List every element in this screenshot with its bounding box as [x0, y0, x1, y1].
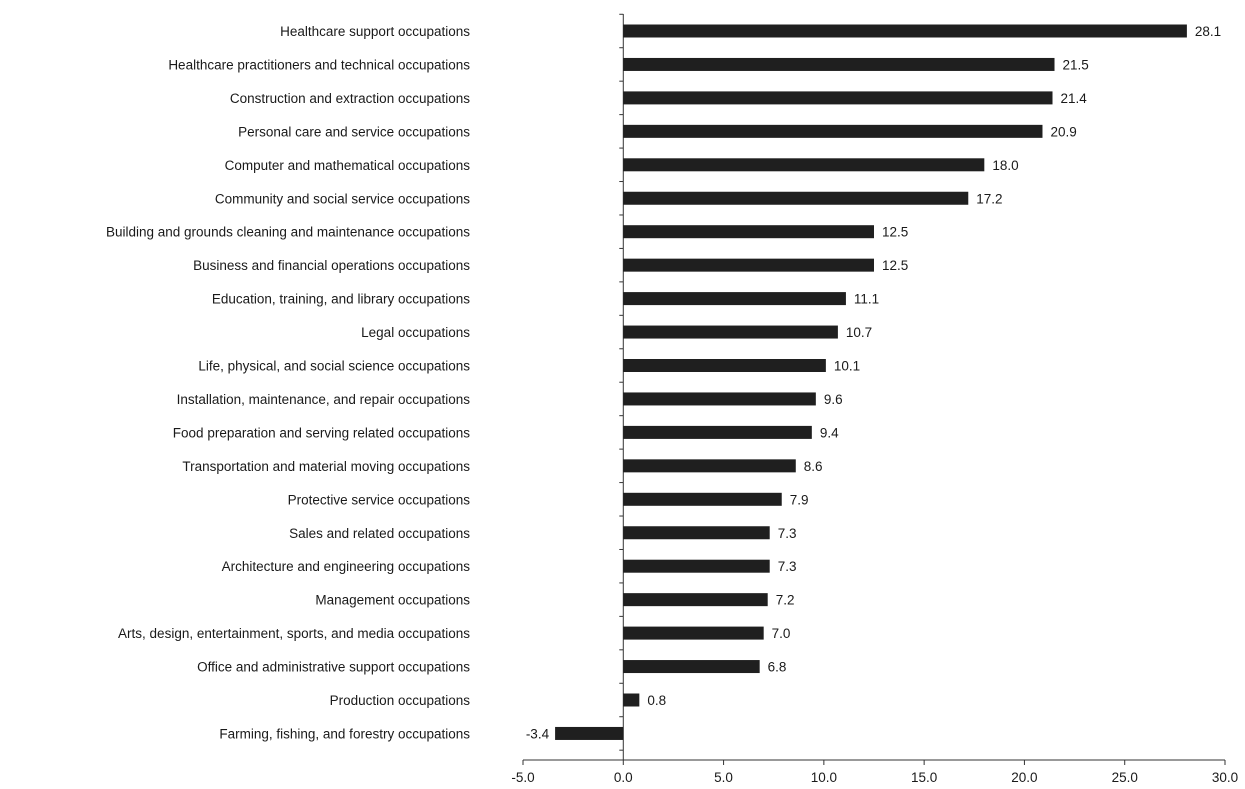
bar [623, 325, 838, 339]
bar [623, 57, 1055, 71]
category-label: Community and social service occupations [215, 191, 470, 206]
category-label: Construction and extraction occupations [230, 91, 470, 106]
bar [623, 626, 764, 640]
bar [623, 526, 770, 540]
bar [623, 124, 1043, 138]
category-label: Building and grounds cleaning and mainte… [106, 225, 470, 240]
bar [623, 258, 874, 272]
data-label: 18.0 [992, 158, 1018, 173]
bar [623, 392, 816, 406]
data-label: 7.3 [778, 559, 797, 574]
category-label: Computer and mathematical occupations [225, 158, 471, 173]
category-label: Farming, fishing, and forestry occupatio… [219, 726, 470, 741]
category-label: Healthcare practitioners and technical o… [168, 57, 470, 72]
bar [623, 660, 760, 674]
data-label: 8.6 [804, 459, 823, 474]
x-tick-label: 0.0 [614, 770, 633, 785]
bar [623, 359, 826, 372]
bar [623, 91, 1053, 105]
bar [623, 559, 770, 573]
category-label: Installation, maintenance, and repair oc… [177, 392, 471, 407]
data-label: 0.8 [647, 693, 666, 708]
x-tick-label: 15.0 [911, 770, 937, 785]
data-label: 21.4 [1061, 91, 1088, 106]
category-label: Business and financial operations occupa… [193, 258, 470, 273]
x-tick-label: -5.0 [511, 770, 534, 785]
category-label: Legal occupations [361, 325, 470, 340]
bar [623, 425, 812, 439]
category-label: Sales and related occupations [289, 526, 470, 541]
data-label: 11.1 [854, 292, 879, 307]
x-tick-label: 5.0 [714, 770, 733, 785]
category-label: Personal care and service occupations [238, 124, 470, 139]
data-label: 20.9 [1050, 124, 1076, 139]
bar [623, 191, 969, 205]
bar [623, 693, 640, 707]
data-label: 21.5 [1063, 57, 1089, 72]
data-label: 7.9 [790, 492, 809, 507]
data-label: 6.8 [768, 660, 787, 675]
bar [623, 459, 796, 473]
x-tick-label: 20.0 [1011, 770, 1037, 785]
data-label: 9.6 [824, 392, 843, 407]
bar [623, 158, 985, 172]
category-label: Management occupations [315, 593, 470, 608]
bar [623, 593, 768, 607]
bar [623, 225, 874, 239]
data-label: 10.1 [834, 359, 860, 374]
data-label: 17.2 [976, 191, 1002, 206]
category-label: Production occupations [330, 693, 471, 708]
category-label: Office and administrative support occupa… [197, 660, 470, 675]
data-label: 28.1 [1195, 24, 1221, 39]
category-label: Life, physical, and social science occup… [198, 359, 470, 374]
category-label: Arts, design, entertainment, sports, and… [118, 626, 470, 641]
category-label: Transportation and material moving occup… [182, 459, 470, 474]
data-label: 12.5 [882, 225, 908, 240]
category-label: Healthcare support occupations [280, 24, 470, 39]
category-label: Food preparation and serving related occ… [173, 425, 470, 440]
category-label: Education, training, and library occupat… [212, 292, 470, 307]
x-tick-label: 30.0 [1212, 770, 1238, 785]
data-label: 9.4 [820, 425, 839, 440]
bar [623, 292, 846, 306]
data-label: 7.2 [776, 593, 795, 608]
bar [555, 726, 624, 740]
category-label: Protective service occupations [288, 492, 471, 507]
x-tick-label: 10.0 [811, 770, 837, 785]
data-label: 7.3 [778, 526, 797, 541]
bar [623, 24, 1187, 38]
data-label: 7.0 [772, 626, 791, 641]
category-label: Architecture and engineering occupations [222, 559, 471, 574]
bar [623, 492, 782, 506]
data-label: -3.4 [526, 726, 550, 741]
data-label: 12.5 [882, 258, 908, 273]
data-label: 10.7 [846, 325, 872, 340]
x-tick-label: 25.0 [1112, 770, 1138, 785]
